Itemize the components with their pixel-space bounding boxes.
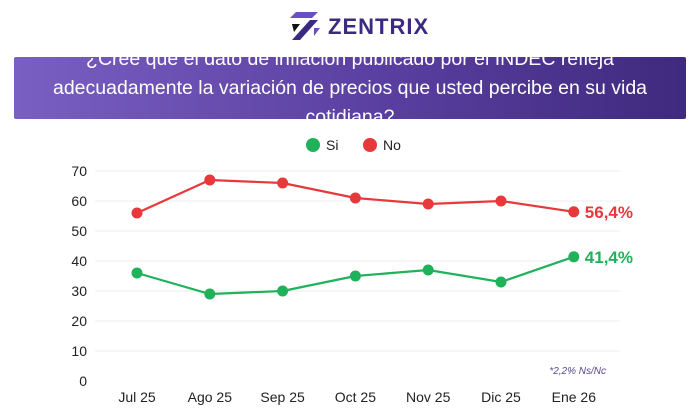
legend-marker [306,138,320,152]
data-point [277,285,289,297]
data-point [204,174,216,186]
y-tick-label: 70 [71,163,87,179]
y-tick-label: 20 [71,313,87,329]
x-tick-label: Ago 25 [188,389,233,405]
question-banner: ¿Cree que el dato de inflación publicado… [14,48,686,128]
x-tick-label: Jul 25 [118,389,156,405]
legend-marker [363,138,377,152]
legend-label: Si [326,137,338,153]
chart-title: ¿Cree que el dato de inflación publicado… [52,47,648,128]
x-tick-label: Dic 25 [481,389,521,405]
data-point [422,264,434,276]
y-tick-label: 40 [71,253,87,269]
end-value-label: 56,4% [585,203,633,222]
y-tick-label: 60 [71,193,87,209]
end-value-label: 41,4% [585,248,633,267]
brand-logo: ZENTRIX [288,10,429,44]
x-tick-label: Sep 25 [260,389,305,405]
line-chart: 0 10 20 30 40 50 60 70 Jul 25 Ago 25 Sep 25 Oct 25 N… [71,137,633,405]
y-tick-label: 10 [71,343,87,359]
data-point [495,195,507,207]
ns-nc-note: *2,2% Ns/Nc [549,366,606,377]
data-point [349,270,361,282]
data-point [349,192,361,204]
data-point [131,267,143,279]
data-point [568,206,580,218]
legend-label: No [383,137,401,153]
x-tick-label: Oct 25 [335,389,376,405]
brand-name: ZENTRIX [328,14,430,39]
data-point [495,276,507,288]
y-tick-label: 0 [79,373,87,389]
x-tick-label: Ene 26 [552,389,597,405]
data-point [204,288,216,300]
data-point [422,198,434,210]
y-tick-label: 30 [71,283,87,299]
y-tick-label: 50 [71,223,87,239]
zentrix-logo-icon [290,12,320,40]
data-point [568,251,580,263]
x-tick-label: Nov 25 [406,389,451,405]
data-point [131,207,143,219]
data-point [277,177,289,189]
